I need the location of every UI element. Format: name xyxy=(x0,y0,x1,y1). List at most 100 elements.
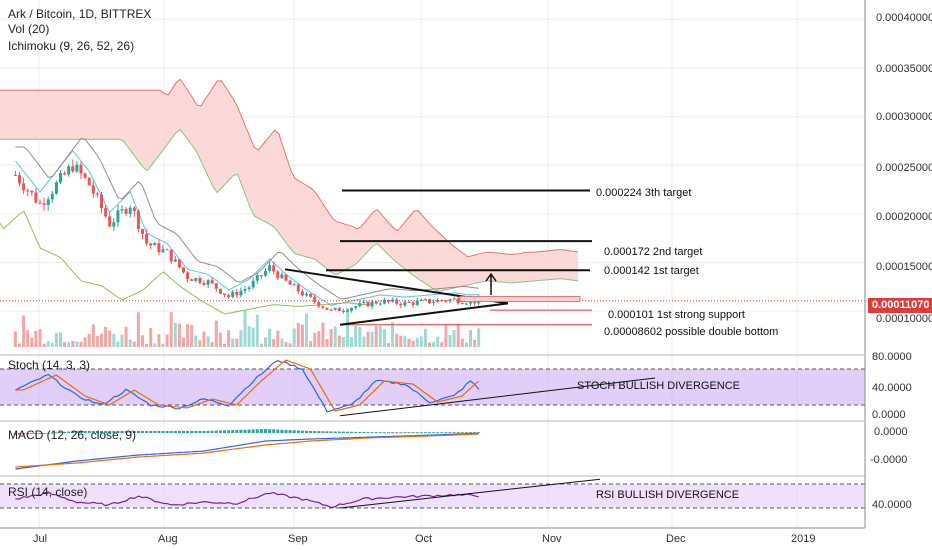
candle-body xyxy=(91,185,95,194)
candle-body xyxy=(419,299,423,301)
volume-bar xyxy=(346,308,349,347)
volume-bar xyxy=(432,341,436,347)
candle-body xyxy=(30,190,34,193)
macd-histogram-bar xyxy=(132,431,136,433)
candle-body xyxy=(34,192,38,203)
macd-histogram-bar xyxy=(358,431,362,433)
macd-histogram-bar xyxy=(264,429,267,433)
volume-bar xyxy=(407,338,411,347)
annotation-double-bottom: 0.00008602 possible double bottom xyxy=(604,326,779,338)
rsi-divergence-line xyxy=(339,478,601,509)
volume-bar xyxy=(464,342,468,347)
candle-body xyxy=(259,275,263,277)
volume-bar xyxy=(395,333,399,347)
candle-body xyxy=(112,222,116,227)
candle-body xyxy=(309,293,313,297)
candle-body xyxy=(423,299,427,301)
candle-body xyxy=(272,265,276,272)
volume-bar xyxy=(124,326,128,347)
candle-body xyxy=(337,307,341,312)
volume-bar xyxy=(477,328,481,347)
macd-histogram-bar xyxy=(206,430,210,433)
volume-bar xyxy=(108,330,112,347)
candle-body xyxy=(26,190,30,192)
macd-histogram-bar xyxy=(395,432,399,434)
candle-body xyxy=(50,193,54,200)
annotation-support: 0.000101 1st strong support xyxy=(608,309,745,321)
volume-bar xyxy=(120,334,124,347)
candle-body xyxy=(333,307,337,310)
candle-body xyxy=(87,177,91,186)
macd-histogram-bar xyxy=(95,431,99,433)
candle-body xyxy=(444,300,448,302)
macd-histogram-bar xyxy=(87,431,91,433)
volume-bar xyxy=(161,343,165,347)
macd-histogram-bar xyxy=(452,432,456,434)
volume-bar xyxy=(198,340,202,347)
volume-bar xyxy=(300,324,304,347)
macd-histogram-bar xyxy=(46,432,50,434)
price-tick-4: 0.00020000 xyxy=(876,211,932,223)
candle-body xyxy=(218,288,222,294)
volume-bar xyxy=(403,336,407,347)
volume-bar xyxy=(67,342,71,347)
volume-bar xyxy=(235,338,239,347)
candle-body xyxy=(296,284,300,292)
candle-body xyxy=(399,303,403,306)
volume-bar xyxy=(436,336,440,347)
candle-body xyxy=(128,207,132,214)
macd-histogram-bar xyxy=(75,431,79,433)
macd-histogram-bar xyxy=(305,430,308,433)
candle-body xyxy=(321,306,325,308)
volume-bar xyxy=(292,328,296,347)
volume-bar xyxy=(440,342,444,347)
macd-histogram-bar xyxy=(251,429,255,433)
macd-histogram-bar xyxy=(337,431,341,433)
volume-bar xyxy=(473,339,477,347)
candle-body xyxy=(104,208,108,217)
volume-bar xyxy=(428,342,431,347)
macd-histogram-bar xyxy=(436,432,440,434)
macd-histogram-bar xyxy=(280,429,284,433)
volume-bar xyxy=(264,337,267,347)
volume-bar xyxy=(284,341,288,347)
volume-bar xyxy=(411,340,415,347)
price-tick-2: 0.00030000 xyxy=(876,111,932,123)
macd-histogram-bar xyxy=(448,432,452,434)
candle-body xyxy=(198,278,202,284)
volume-bar xyxy=(202,331,206,347)
macd-histogram-bar xyxy=(341,431,345,433)
macd-histogram-bar xyxy=(112,431,116,433)
macd-histogram-bar xyxy=(296,430,300,433)
candle-body xyxy=(370,301,374,307)
candle-body xyxy=(235,291,239,296)
price-tick-1: 0.00035000 xyxy=(876,63,932,75)
macd-histogram-bar xyxy=(177,431,181,433)
stoch-title: Stoch (14, 3, 3) xyxy=(8,358,91,372)
macd-histogram-bar xyxy=(186,431,190,433)
volume-bar xyxy=(132,341,136,347)
macd-tick-0: 0.0000 xyxy=(874,426,908,438)
candle-body xyxy=(391,299,395,302)
volume-bar xyxy=(59,332,62,347)
macd-histogram-bar xyxy=(136,431,140,433)
macd-histogram-bar xyxy=(124,431,128,433)
macd-histogram-bar xyxy=(67,431,71,433)
volume-bar xyxy=(112,333,116,347)
volume-bar xyxy=(329,329,333,347)
volume-bar xyxy=(288,343,292,347)
volume-bar xyxy=(50,342,54,347)
macd-histogram-bar xyxy=(370,432,374,434)
macd-histogram-bar xyxy=(145,431,149,433)
candle-body xyxy=(136,211,140,230)
macd-histogram-bar xyxy=(247,429,251,433)
macd-histogram-bar xyxy=(423,432,427,434)
macd-histogram-bar xyxy=(317,431,321,433)
volume-bar xyxy=(469,329,472,347)
candle-body xyxy=(341,310,345,312)
drawings xyxy=(0,189,865,326)
candle-body xyxy=(116,210,120,223)
volume-bar xyxy=(100,333,103,347)
volume-bar xyxy=(444,325,448,347)
macd-histogram-bar xyxy=(38,433,42,434)
